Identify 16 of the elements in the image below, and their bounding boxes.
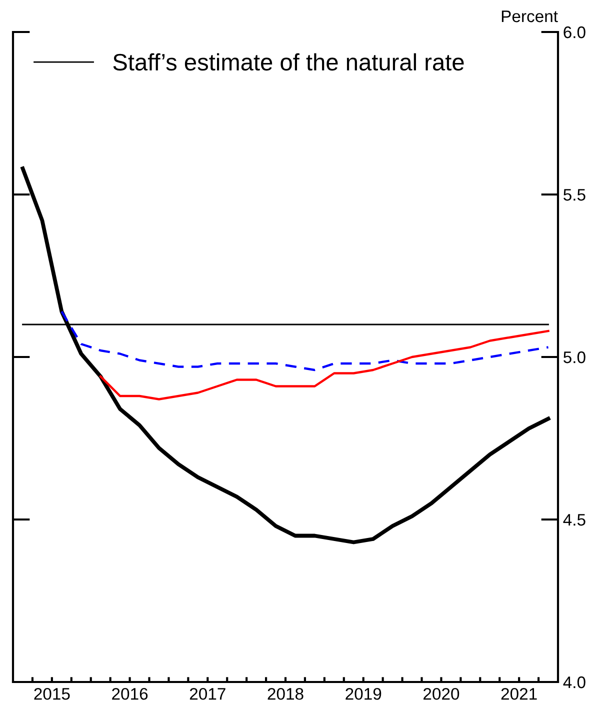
y-axis-title: Percent — [502, 10, 558, 22]
x-tick-label: 2019 — [346, 688, 382, 700]
x-tick-label: 2016 — [112, 688, 148, 700]
x-tick-label: 2021 — [501, 688, 537, 700]
y-tick-label: 5.0 — [564, 351, 586, 364]
y-tick-label: 6.0 — [564, 26, 586, 38]
legend-label: Staff’s estimate of the natural rate — [113, 53, 464, 71]
x-tick-label: 2018 — [268, 688, 304, 700]
x-tick-label: 2015 — [34, 688, 70, 700]
line-series — [99, 330, 550, 400]
y-tick-label: 4.0 — [563, 676, 586, 688]
x-tick-label: 2020 — [424, 688, 460, 700]
y-tick-label: 5.5 — [564, 189, 586, 201]
line-series — [60, 310, 550, 372]
y-tick-label: 4.5 — [563, 514, 586, 526]
x-tick-label: 2017 — [190, 688, 226, 700]
